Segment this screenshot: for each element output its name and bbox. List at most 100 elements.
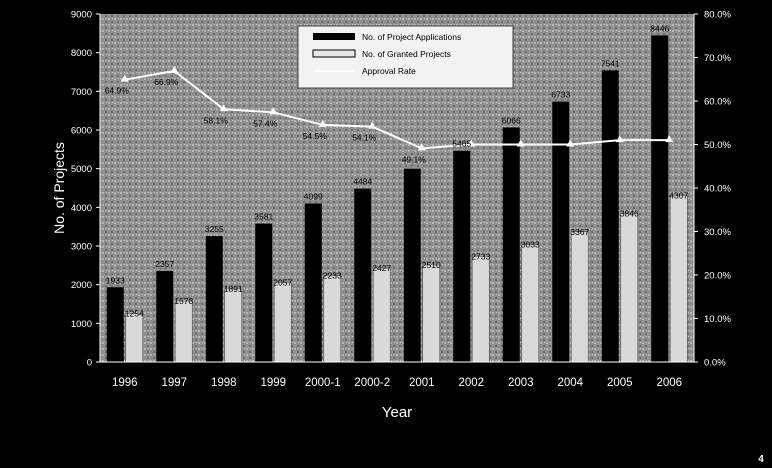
y-tick-label: 1000 [71,319,92,330]
data-label-approval-rate: 64.9% [105,86,130,96]
bar-granted [224,288,243,363]
data-label-approval-rate: 66.9% [154,77,179,87]
bar-applications [403,168,421,362]
point-approval-rate [219,104,228,112]
bar-granted [273,282,292,363]
bar-granted [372,267,391,363]
bar-granted [125,313,144,363]
bar-granted [570,231,589,363]
bar-granted [521,244,540,363]
y2-tick-label: 80.0% [704,10,731,21]
x-tick-label: 2003 [508,377,534,389]
bar-applications [205,236,223,362]
legend-label-approval-rate: Approval Rate [362,66,416,76]
x-tick-label: 2001 [409,377,435,389]
bar-applications [552,101,570,362]
data-label-approval-rate: 58.1% [204,115,229,125]
point-approval-rate [170,65,179,73]
data-label-approval-rate: 0% [457,151,470,161]
point-approval-rate [120,74,129,82]
x-tick-label: 2006 [656,377,682,389]
data-label-applications: 3255 [205,224,224,234]
bar-granted [422,264,441,363]
data-label-approval-rate: 49.1% [402,154,427,164]
bar-applications [651,35,669,363]
data-label-granted: 2057 [273,277,292,287]
legend-label-granted: No. of Granted Projects [362,49,451,59]
x-tick-label: 2002 [458,377,484,389]
data-label-applications: 5465 [452,139,471,149]
y2-tick-label: 60.0% [704,97,731,108]
page-number: 4 [758,454,764,465]
point-approval-rate [615,135,624,143]
bar-applications [453,150,471,362]
y2-tick-label: 10.0% [704,314,731,325]
y-tick-label: 2000 [71,280,92,291]
x-tick-label: 1997 [161,377,187,389]
data-label-approval-rate: 0% [507,151,520,161]
y-tick-label: 8000 [71,48,92,59]
data-label-applications: 4099 [304,192,323,202]
data-label-granted: 1891 [224,284,243,294]
y-tick-label: 5000 [71,164,92,175]
y-tick-label: 6000 [71,126,92,137]
legend-label-applications: No. of Project Applications [362,32,461,42]
legend-swatch-granted [312,49,356,58]
data-label-applications: 8446 [650,23,669,33]
point-approval-rate [417,143,426,151]
x-tick-label: 1999 [260,377,286,389]
data-label-approval-rate: 0% [606,146,619,156]
legend-swatch-applications [313,33,355,40]
data-label-applications: 6066 [502,115,521,125]
data-label-applications: 7541 [601,58,620,68]
x-tick-label: 2005 [607,377,633,389]
bar-applications [601,70,619,362]
y-tick-label: 3000 [71,242,92,253]
point-approval-rate [368,121,377,129]
data-label-granted: 1254 [125,309,144,319]
data-label-approval-rate: 0% [556,151,569,161]
data-label-granted: 3846 [620,208,639,218]
y2-tick-label: 20.0% [704,271,731,282]
y-axis-title: No. of Projects [51,142,67,234]
data-label-granted: 4307 [669,190,688,200]
data-label-granted: 2733 [471,251,490,261]
data-label-approval-rate: 57.4% [253,118,278,128]
bar-applications [106,287,124,362]
data-label-granted: 1578 [174,296,193,306]
point-approval-rate [566,139,575,147]
data-label-approval-rate: 54.5% [303,131,328,141]
x-tick-label: 1998 [211,377,237,389]
y2-tick-label: 50.0% [704,140,731,151]
data-label-approval-rate: 0% [655,146,668,156]
data-label-applications: 4484 [353,177,372,187]
line-approval-rate [124,69,670,150]
y2-tick-label: 30.0% [704,227,731,238]
data-label-granted: 3367 [570,227,589,237]
data-label-applications: 3581 [254,212,273,222]
x-axis-title: Year [382,404,412,421]
point-approval-rate [269,107,278,115]
data-label-applications: 1933 [106,275,125,285]
bar-granted [323,275,342,363]
x-tick-label: 1996 [112,377,138,389]
y2-tick-label: 70.0% [704,53,731,64]
point-approval-rate [516,139,525,147]
data-label-granted: 2510 [422,260,441,270]
y-tick-label: 9000 [71,10,92,21]
data-label-applications: 6733 [551,90,570,100]
y-tick-label: 0 [87,358,92,369]
data-label-granted: 2427 [372,263,391,273]
data-label-applications: 2357 [155,259,174,269]
data-label-approval-rate: 54.1% [352,133,377,143]
bar-granted [174,300,193,363]
y-tick-label: 4000 [71,203,92,214]
bar-applications [255,223,273,362]
bar-applications [354,188,372,362]
x-tick-label: 2004 [557,377,583,389]
legend: No. of Project Applications No. of Grant… [297,25,514,89]
bar-applications [502,127,520,362]
y-tick-label: 7000 [71,87,92,98]
